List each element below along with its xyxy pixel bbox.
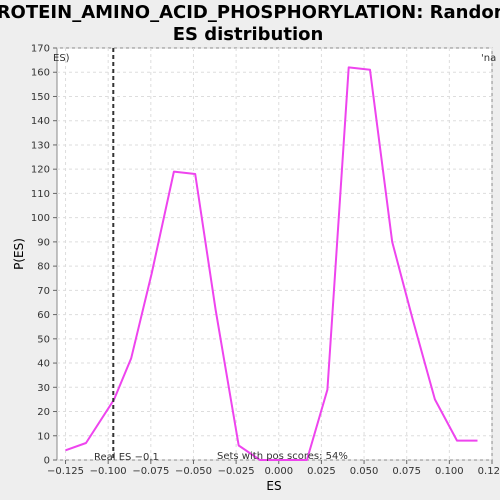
legend-fragment-left: ES) <box>53 53 70 64</box>
chart-title-line-2: ES distribution <box>173 24 324 45</box>
series-layer <box>65 66 478 461</box>
y-tick-label: 40 <box>37 359 50 370</box>
y-tick-label: 110 <box>31 189 50 200</box>
y-tick-label: 150 <box>31 92 50 103</box>
y-tick-label: 30 <box>37 383 50 394</box>
y-tick-label: 0 <box>44 456 50 467</box>
y-tick-label: 70 <box>37 286 50 297</box>
x-tick-label: 0.000 <box>264 466 293 477</box>
x-tick-label: −0.025 <box>218 466 255 477</box>
axes: 0 10 20 30 40 50 60 70 80 90 100 110 120 130 140 150 160… <box>31 44 500 478</box>
y-tick-label: 90 <box>37 237 50 248</box>
x-tick-label: 0.050 <box>350 466 379 477</box>
x-tick-label: 0.025 <box>307 466 336 477</box>
x-tick-label: 0.075 <box>392 466 421 477</box>
x-tick-label: −0.100 <box>90 466 127 477</box>
pos-scores-annotation: Sets with pos scores: 54% <box>217 451 348 462</box>
real-es-label: Real ES −0.1 <box>94 452 159 463</box>
y-tick-label: 60 <box>37 310 50 321</box>
x-tick-label: 0.100 <box>435 466 464 477</box>
y-tick-label: 20 <box>37 407 50 418</box>
y-tick-label: 170 <box>31 44 50 55</box>
y-tick-label: 80 <box>37 262 50 273</box>
y-tick-label: 160 <box>31 68 50 79</box>
y-tick-label: 100 <box>31 213 50 224</box>
chart-title-line-1: PROTEIN_AMINO_ACID_PHOSPHORYLATION: Rand… <box>0 2 500 23</box>
y-tick-label: 130 <box>31 140 50 151</box>
x-tick-label: −0.075 <box>132 466 169 477</box>
series-line <box>65 66 478 461</box>
x-tick-label: 0.125 <box>478 466 500 477</box>
grid <box>57 47 493 461</box>
legend-fragment-right: 'na <box>481 53 496 64</box>
x-tick-label: −0.050 <box>175 466 212 477</box>
x-tick-label: −0.125 <box>47 466 84 477</box>
plot-area <box>56 47 493 461</box>
y-tick-label: 120 <box>31 165 50 176</box>
y-tick-label: 50 <box>37 334 50 345</box>
y-tick-label: 10 <box>37 431 50 442</box>
x-axis-label: ES <box>266 479 281 493</box>
y-tick-label: 140 <box>31 116 50 127</box>
y-axis-label: P(ES) <box>12 238 26 270</box>
